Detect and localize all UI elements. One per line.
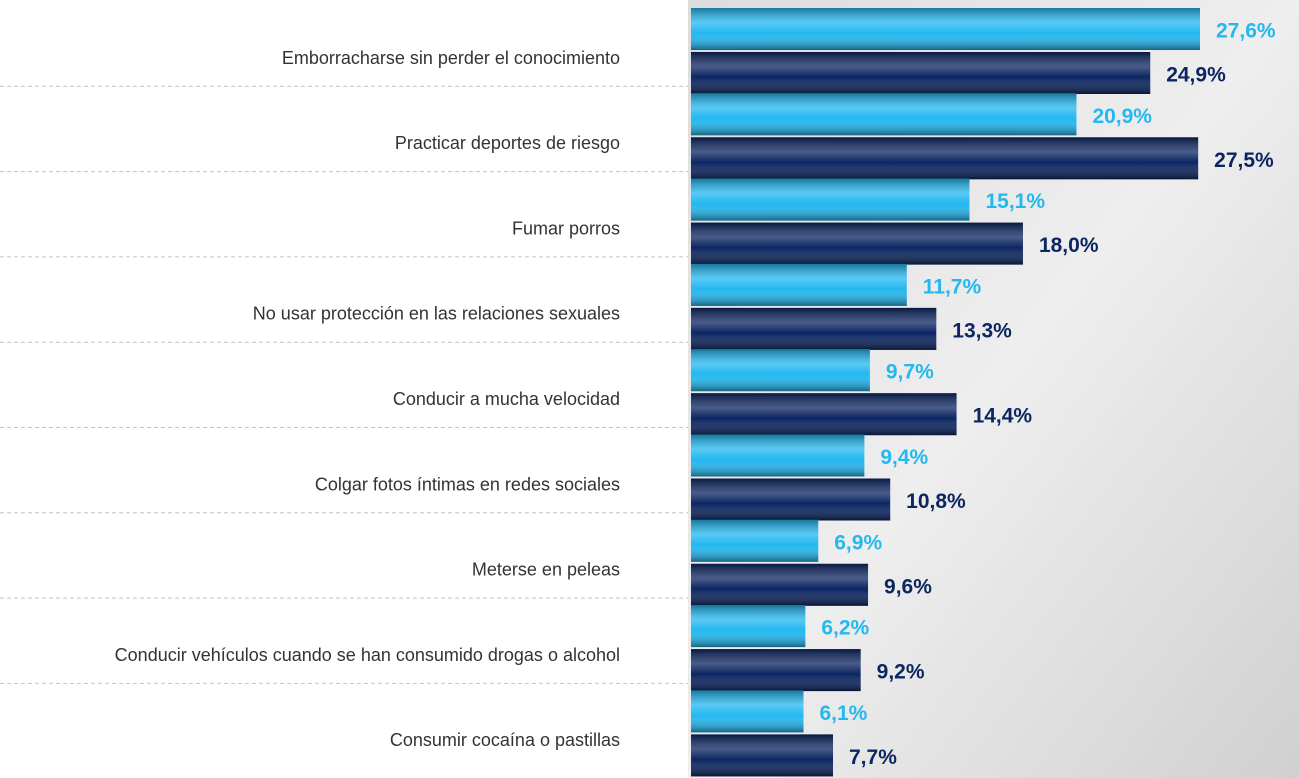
value-label: 10,8% [906, 490, 966, 513]
value-label: 24,9% [1166, 64, 1226, 87]
value-label: 6,9% [834, 531, 882, 554]
value-label: 15,1% [985, 190, 1045, 213]
value-label: 9,6% [884, 575, 932, 598]
bar-shine [691, 307, 937, 350]
category-label: Meterse en peleas [472, 560, 620, 580]
bar-shine [691, 52, 1151, 94]
bar-shine [691, 519, 819, 562]
bar-shine [691, 478, 891, 521]
bar-shine [691, 605, 806, 648]
category-label: Practicar deportes de riesgo [395, 133, 620, 153]
value-label: 11,7% [923, 275, 982, 298]
bar-shine [691, 222, 1023, 265]
bar-shine [691, 563, 869, 606]
value-label: 9,4% [880, 446, 928, 469]
category-label: Fumar porros [512, 218, 620, 238]
bar-shine [691, 178, 970, 221]
value-label: 14,4% [973, 405, 1033, 428]
value-label: 9,7% [886, 361, 934, 384]
bar-shine [691, 734, 834, 777]
value-label: 13,3% [952, 319, 1012, 342]
bar-shine [691, 393, 957, 436]
category-label: Emborracharse sin perder el conocimiento [282, 48, 620, 68]
category-label: Conducir vehículos cuando se han consumi… [115, 645, 620, 665]
value-label: 20,9% [1092, 105, 1152, 128]
bar-shine [691, 349, 870, 392]
value-label: 9,2% [877, 661, 925, 684]
bar-shine [691, 93, 1077, 136]
bar-shine [691, 649, 861, 692]
value-label: 18,0% [1039, 234, 1099, 257]
value-label: 27,5% [1214, 149, 1274, 172]
category-label: Consumir cocaína o pastillas [390, 730, 620, 750]
value-label: 6,2% [821, 617, 869, 640]
bar-shine [691, 263, 907, 306]
bar-shine [691, 137, 1199, 180]
value-label: 7,7% [849, 746, 897, 769]
category-label: Colgar fotos íntimas en redes sociales [315, 474, 620, 494]
bar-shine [691, 8, 1200, 50]
category-label: Conducir a mucha velocidad [393, 389, 620, 409]
bar-shine [691, 434, 865, 477]
value-label: 27,6% [1216, 20, 1276, 43]
category-label: No usar protección en las relaciones sex… [253, 304, 620, 324]
value-label: 6,1% [819, 702, 867, 725]
bar-shine [691, 690, 804, 733]
